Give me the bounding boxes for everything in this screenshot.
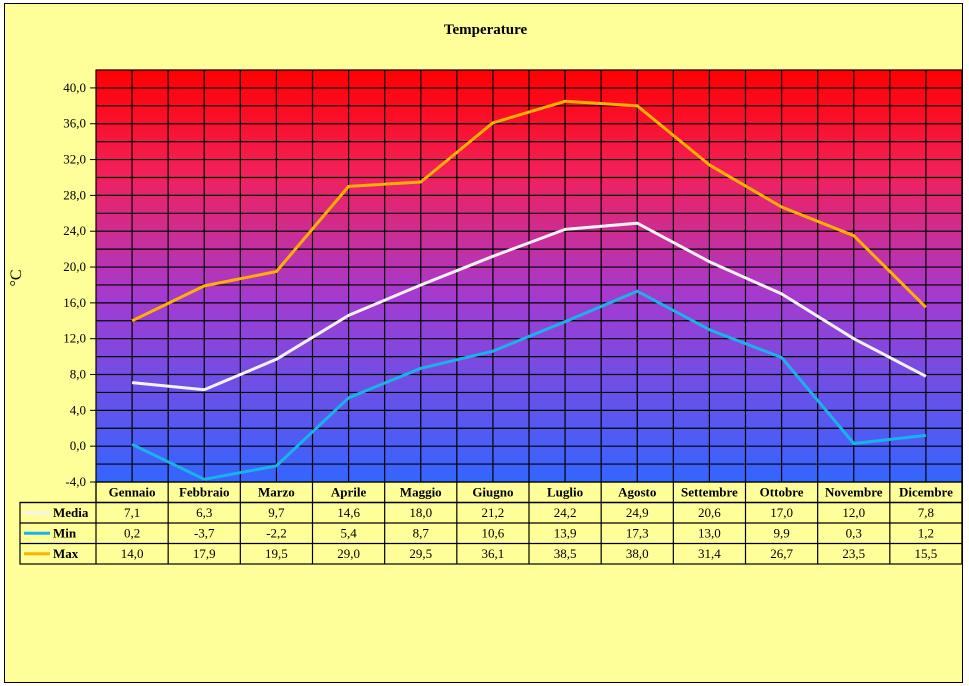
y-tick-label: 32,0 [63, 152, 86, 167]
table-cell: 7,1 [124, 505, 140, 520]
table-cell: 13,9 [554, 526, 577, 541]
table-cell: 17,3 [626, 526, 649, 541]
table-cell: 24,2 [554, 505, 577, 520]
category-label: Dicembre [899, 485, 953, 500]
y-tick-label: 28,0 [63, 187, 86, 202]
table-cell: 14,0 [121, 546, 144, 561]
table-cell: 38,5 [554, 546, 577, 561]
table-cell: 18,0 [409, 505, 432, 520]
category-label: Giugno [472, 485, 513, 500]
table-cell: 0,2 [124, 526, 140, 541]
series-line-max [131, 99, 927, 323]
table-cell: 9,9 [773, 526, 789, 541]
table-cell: 20,6 [698, 505, 721, 520]
y-tick-label: 8,0 [70, 367, 86, 382]
category-label: Maggio [400, 485, 442, 500]
category-label: Luglio [547, 485, 583, 500]
table-cell: 17,0 [770, 505, 793, 520]
category-label: Ottobre [760, 485, 804, 500]
table-cell: 6,3 [196, 505, 212, 520]
table-cell: 15,5 [915, 546, 938, 561]
legend-label-min: Min [53, 526, 77, 541]
table-cell: 36,1 [482, 546, 505, 561]
table-cell: 23,5 [842, 546, 865, 561]
category-label: Settembre [681, 485, 738, 500]
category-label: Febbraio [179, 485, 230, 500]
table-cell: 14,6 [337, 505, 360, 520]
y-tick-label: 0,0 [70, 438, 86, 453]
y-tick-label: 20,0 [63, 259, 86, 274]
legend-label-max: Max [53, 546, 79, 561]
table-cell: 29,0 [337, 546, 360, 561]
table-cell: 13,0 [698, 526, 721, 541]
table-cell: -2,2 [266, 526, 287, 541]
series-line-media [131, 221, 927, 392]
y-tick-label: 40,0 [63, 80, 86, 95]
table-cell: 5,4 [340, 526, 357, 541]
table-cell: 17,9 [193, 546, 216, 561]
y-tick-label: 16,0 [63, 295, 86, 310]
table-cell: 31,4 [698, 546, 721, 561]
table-cell: 29,5 [409, 546, 432, 561]
y-tick-label: 12,0 [63, 331, 86, 346]
chart-title: Temperature [443, 22, 528, 38]
table-cell: 7,8 [918, 505, 934, 520]
legend-label-media: Media [53, 505, 89, 520]
table-cell: -3,7 [194, 526, 215, 541]
table-cell: 8,7 [413, 526, 430, 541]
category-label: Novembre [825, 485, 883, 500]
table-cell: 21,2 [482, 505, 505, 520]
table-cell: 24,9 [626, 505, 649, 520]
y-tick-label: 4,0 [70, 402, 86, 417]
table-cell: 38,0 [626, 546, 649, 561]
category-label: Gennaio [109, 485, 156, 500]
category-label: Agosto [618, 485, 656, 500]
series-line-min [131, 289, 927, 481]
table-cell: 0,3 [846, 526, 862, 541]
table-cell: 9,7 [268, 505, 285, 520]
category-label: Marzo [258, 485, 295, 500]
table-cell: 10,6 [482, 526, 505, 541]
category-label: Aprile [331, 485, 367, 500]
table-cell: 12,0 [842, 505, 865, 520]
y-tick-label: 36,0 [63, 116, 86, 131]
y-tick-label: 24,0 [63, 223, 86, 238]
table-cell: 1,2 [918, 526, 934, 541]
table-cell: 19,5 [265, 546, 288, 561]
table-cell: 26,7 [770, 546, 793, 561]
y-tick-label: -4,0 [65, 474, 86, 489]
